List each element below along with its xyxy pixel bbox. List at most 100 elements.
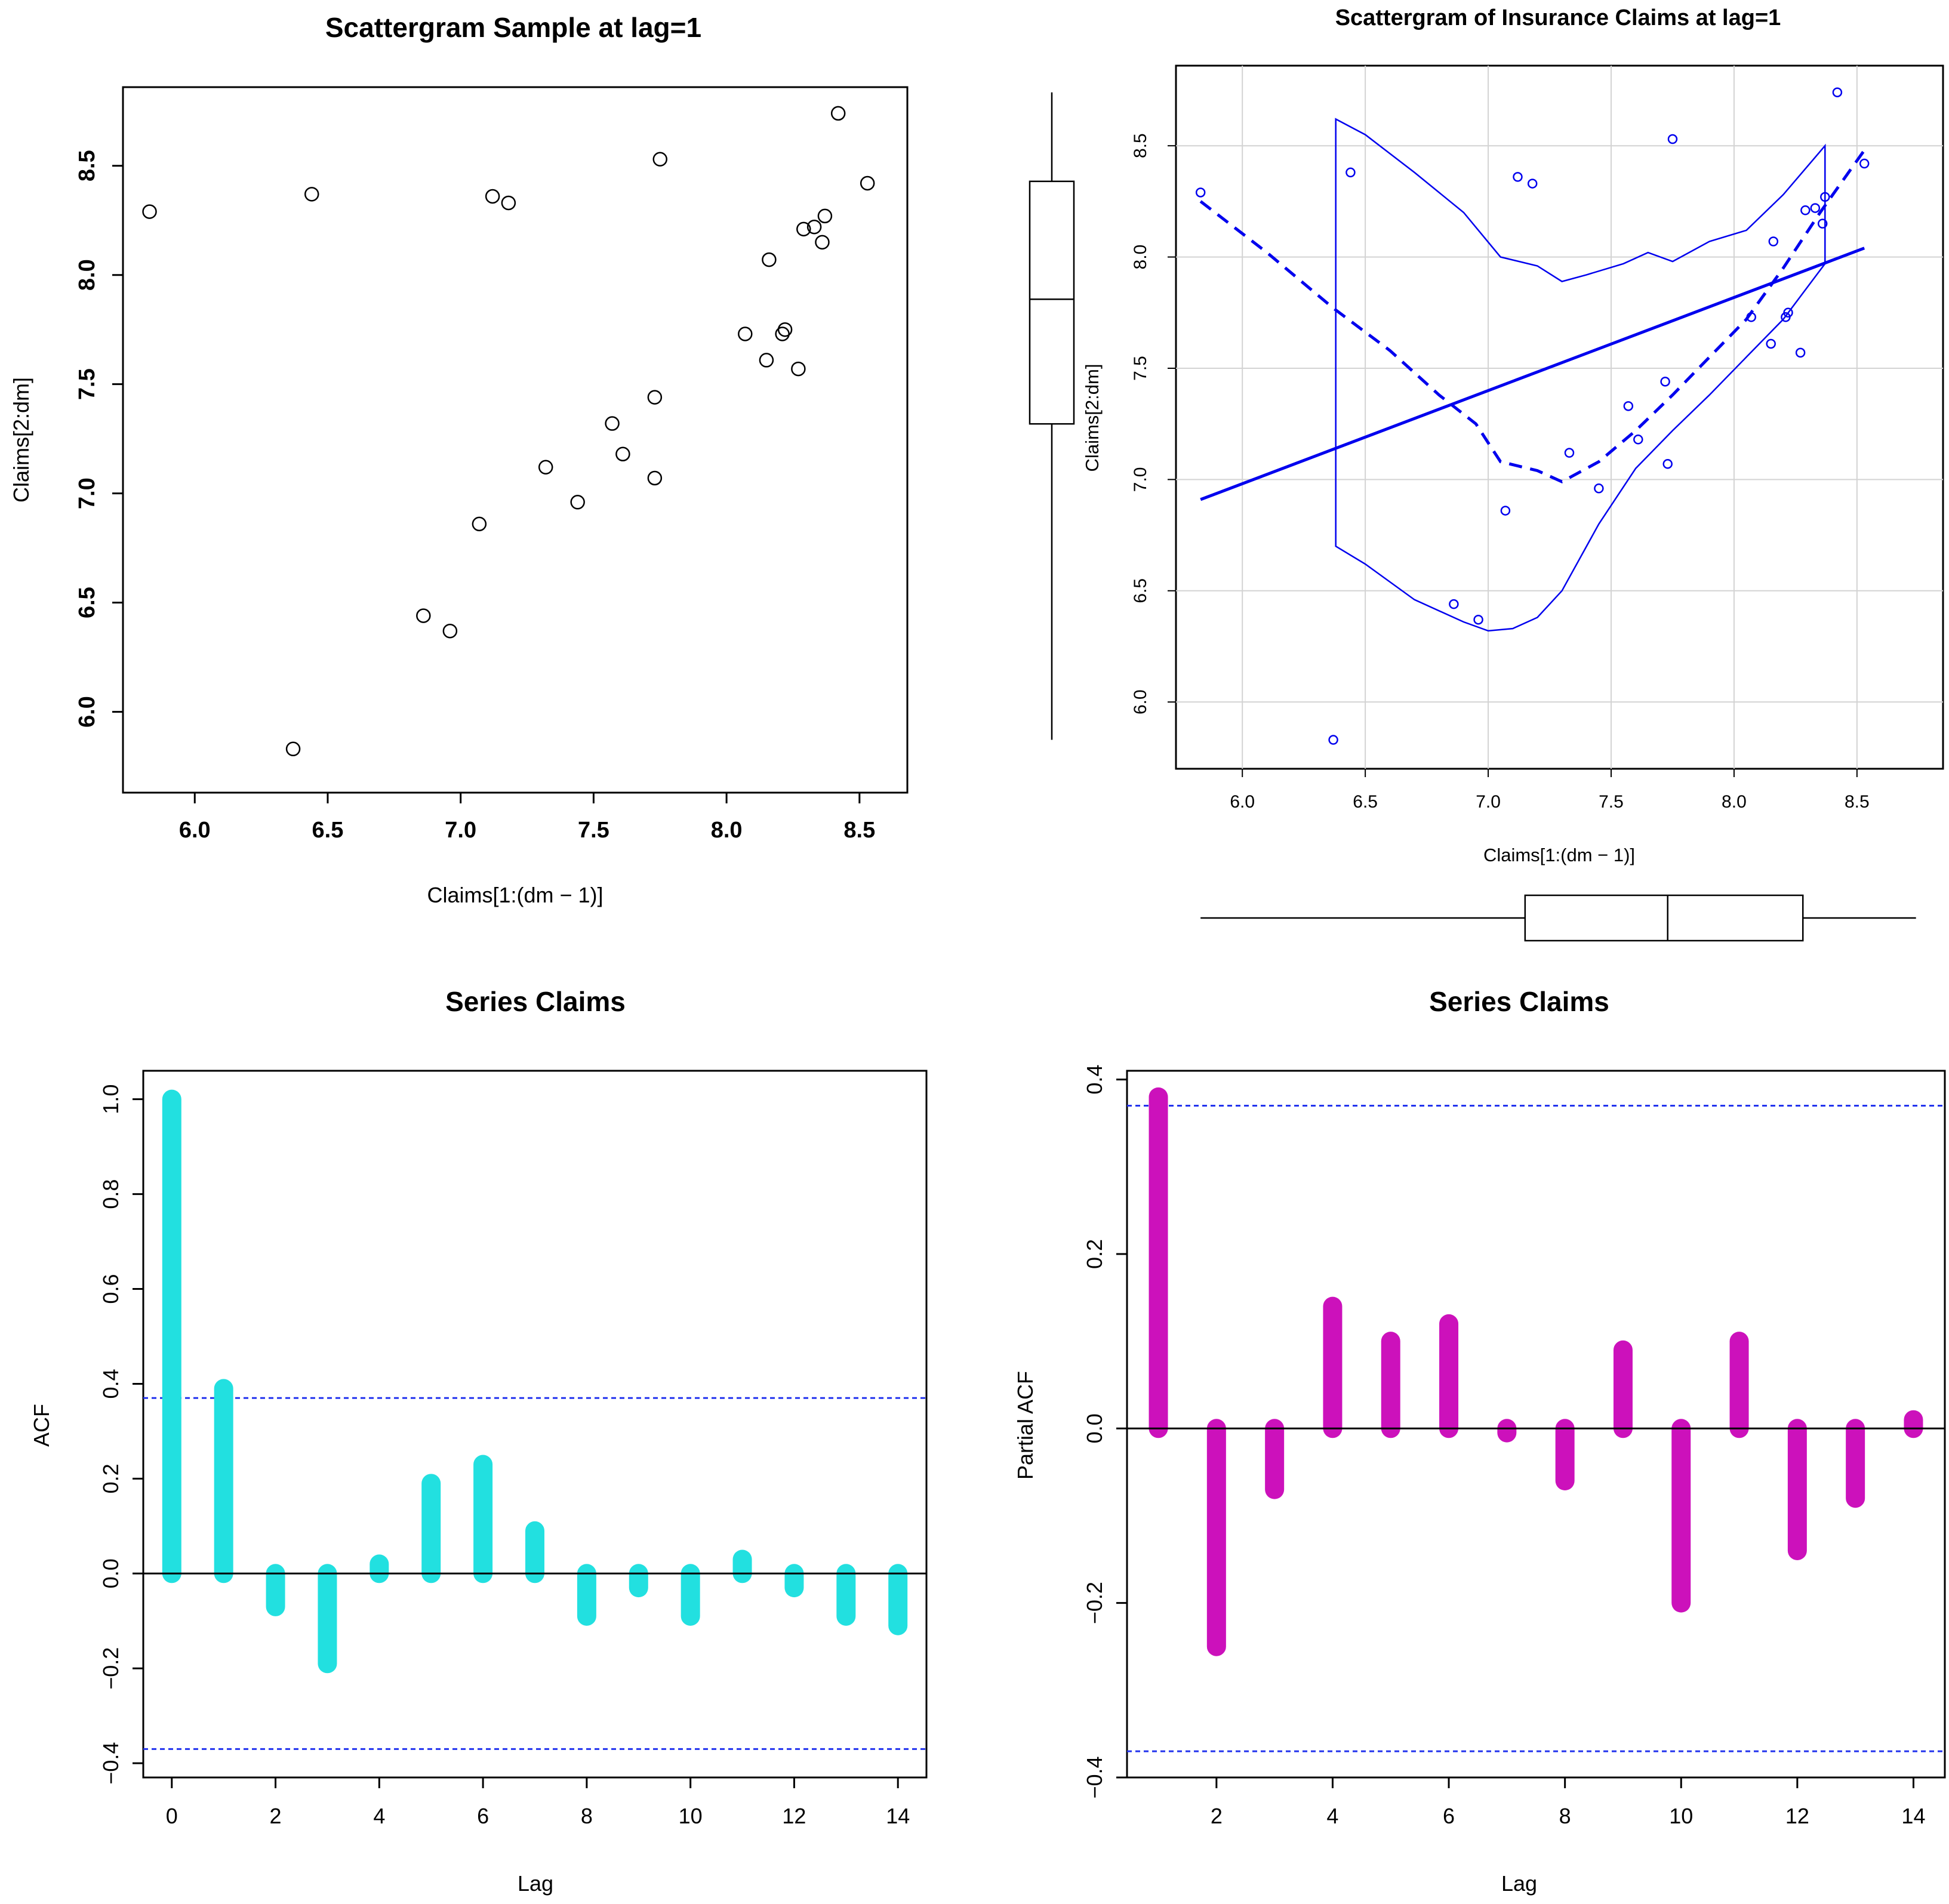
- data-point: [806, 219, 822, 235]
- data-point: [416, 608, 431, 623]
- panel-pacf: Series Claims 2 4 6 8 10 12 14 −0.4 −0.2 0.0 0.2 0.…: [1013, 986, 1946, 1896]
- y-tick-label: 0.6: [98, 1274, 123, 1304]
- data-point: [501, 195, 516, 211]
- x-tick-label: 2: [270, 1804, 282, 1828]
- x-tick-label: 6.5: [312, 818, 344, 843]
- y-tick-label: 8.0: [75, 259, 100, 291]
- x-tick-label: 6.5: [1353, 792, 1378, 812]
- data-point: [1800, 205, 1811, 215]
- data-point: [796, 221, 811, 237]
- x-axis-label: Claims[1:(dm − 1)]: [427, 883, 603, 907]
- plot-frame: [1175, 64, 1944, 770]
- y-axis-label: Claims[2:dm]: [9, 377, 33, 503]
- y-tick-label: 0.2: [1082, 1239, 1107, 1269]
- data-point: [830, 106, 846, 121]
- x-axis-label: Lag: [1501, 1871, 1537, 1896]
- y-tick-label: 8.0: [1131, 245, 1150, 270]
- panel-scattergram-insurance: Scattergram of Insurance Claims at lag=1…: [1029, 5, 1944, 942]
- x-tick-label: 8.0: [1722, 792, 1747, 812]
- x-tick-label: 7.5: [1599, 792, 1624, 812]
- data-point: [1810, 203, 1821, 213]
- data-point: [1667, 134, 1678, 144]
- data-point: [860, 175, 875, 191]
- plot-frame: [1126, 1070, 1946, 1779]
- y-tick-label: 7.0: [1131, 467, 1150, 492]
- y-axis-label: Claims[2:dm]: [1082, 364, 1103, 472]
- chart-title: Scattergram of Insurance Claims at lag=1: [1335, 5, 1781, 30]
- data-point: [485, 189, 500, 204]
- y-tick-label: 7.5: [1131, 356, 1150, 381]
- y-tick-label: 0.4: [98, 1369, 123, 1398]
- data-point: [285, 741, 301, 757]
- x-tick-label: 8.5: [843, 818, 875, 843]
- data-point: [472, 516, 487, 532]
- x-tick-label: 0: [166, 1804, 178, 1828]
- plot-frame: [142, 1070, 928, 1779]
- x-tick-label: 12: [1785, 1804, 1809, 1828]
- data-point: [791, 361, 806, 377]
- y-tick-label: 6.0: [1131, 689, 1150, 714]
- y-tick-label: 0.0: [98, 1558, 123, 1588]
- data-point: [1564, 448, 1575, 458]
- data-point: [647, 390, 663, 405]
- x-tick-label: 7.5: [578, 818, 609, 843]
- data-point: [1449, 599, 1459, 609]
- data-point: [1820, 192, 1830, 202]
- data-point: [759, 353, 774, 368]
- x-tick-label: 4: [1326, 1804, 1338, 1828]
- x-tick-label: 7.0: [445, 818, 476, 843]
- x-boxplot-box: [1524, 894, 1804, 942]
- data-point: [738, 326, 753, 341]
- data-point: [1662, 459, 1673, 469]
- x-tick-label: 12: [782, 1804, 806, 1828]
- y-axis-label: ACF: [29, 1404, 54, 1447]
- data-point: [1832, 87, 1843, 97]
- data-point: [1594, 483, 1604, 494]
- x-tick-label: 4: [373, 1804, 385, 1828]
- y-tick-label: −0.2: [1082, 1582, 1107, 1624]
- data-point: [142, 204, 157, 219]
- chart-title: Series Claims: [1429, 986, 1609, 1017]
- y-axis-label: Partial ACF: [1013, 1371, 1037, 1480]
- data-point: [538, 460, 553, 475]
- x-tick-label: 6.0: [1230, 792, 1255, 812]
- panel-scattergram-sample: Scattergram Sample at lag=1 6.0 6.5 7.0 7.5…: [9, 12, 909, 907]
- data-point: [647, 470, 663, 486]
- x-axis-label: Lag: [518, 1871, 553, 1896]
- y-tick-label: 7.5: [75, 368, 100, 400]
- data-point: [1746, 312, 1756, 322]
- data-point: [1345, 167, 1356, 178]
- data-point: [815, 235, 830, 250]
- x-tick-label: 6: [477, 1804, 489, 1828]
- data-point: [1768, 236, 1779, 247]
- x-tick-label: 8.0: [711, 818, 743, 843]
- y-tick-label: −0.4: [98, 1742, 123, 1785]
- data-point: [1795, 347, 1806, 358]
- plot-frame: [122, 86, 909, 794]
- data-point: [652, 152, 668, 167]
- data-point: [1328, 735, 1338, 745]
- y-tick-label: 0.0: [1082, 1413, 1107, 1443]
- x-tick-label: 10: [1669, 1804, 1693, 1828]
- data-point: [1783, 307, 1793, 318]
- y-tick-label: 6.0: [75, 696, 100, 728]
- y-tick-label: 6.5: [1131, 578, 1150, 603]
- data-point: [1859, 158, 1870, 169]
- panel-acf: Series Claims 0 2 4 6 8 10 12 14 −0.4 −0.2 0.0 0.2 0…: [29, 986, 928, 1896]
- data-point: [1623, 401, 1634, 411]
- x-tick-label: 6: [1443, 1804, 1455, 1828]
- x-tick-label: 2: [1211, 1804, 1223, 1828]
- data-point: [1473, 614, 1483, 625]
- y-tick-label: 1.0: [98, 1085, 123, 1114]
- data-point: [817, 208, 833, 224]
- y-tick-label: −0.4: [1082, 1756, 1107, 1798]
- x-tick-label: 10: [679, 1804, 703, 1828]
- data-point: [442, 623, 458, 639]
- x-tick-label: 7.0: [1476, 792, 1501, 812]
- x-axis-label: Claims[1:(dm − 1)]: [1483, 845, 1635, 865]
- y-tick-label: 0.2: [98, 1464, 123, 1493]
- data-point: [1766, 338, 1776, 349]
- loess-smoother: [1199, 149, 1866, 483]
- y-tick-label: 0.8: [98, 1179, 123, 1209]
- data-point: [1660, 377, 1670, 387]
